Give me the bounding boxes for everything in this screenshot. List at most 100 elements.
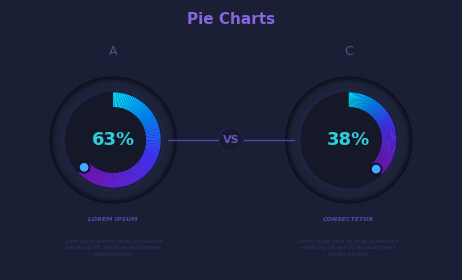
Wedge shape: [361, 96, 368, 110]
Wedge shape: [379, 149, 395, 155]
Circle shape: [316, 108, 381, 172]
Wedge shape: [362, 97, 370, 111]
Wedge shape: [380, 130, 395, 134]
Wedge shape: [380, 146, 396, 149]
Wedge shape: [127, 97, 135, 111]
Wedge shape: [145, 131, 160, 135]
Wedge shape: [381, 143, 396, 146]
Wedge shape: [138, 159, 151, 170]
Wedge shape: [380, 127, 395, 132]
Wedge shape: [133, 103, 144, 116]
Circle shape: [61, 88, 165, 192]
Wedge shape: [87, 167, 97, 181]
Wedge shape: [144, 126, 159, 132]
Wedge shape: [353, 93, 357, 108]
Wedge shape: [377, 116, 391, 125]
Wedge shape: [131, 101, 141, 114]
Wedge shape: [366, 100, 376, 113]
Wedge shape: [84, 165, 95, 179]
Wedge shape: [144, 149, 159, 155]
Wedge shape: [108, 172, 111, 188]
Wedge shape: [143, 120, 158, 128]
Circle shape: [81, 108, 146, 172]
Wedge shape: [142, 119, 157, 127]
Wedge shape: [380, 146, 395, 150]
Wedge shape: [132, 166, 142, 179]
Wedge shape: [381, 135, 396, 137]
Text: CONSECTETUR: CONSECTETUR: [323, 217, 375, 222]
Wedge shape: [381, 141, 396, 143]
Wedge shape: [379, 150, 394, 156]
Wedge shape: [377, 154, 391, 162]
Wedge shape: [119, 171, 123, 187]
Wedge shape: [115, 172, 118, 188]
Wedge shape: [133, 165, 143, 178]
Wedge shape: [146, 139, 161, 141]
Wedge shape: [125, 169, 132, 184]
Wedge shape: [145, 135, 161, 138]
Wedge shape: [368, 102, 378, 115]
Wedge shape: [144, 124, 158, 130]
Wedge shape: [354, 93, 358, 108]
Wedge shape: [130, 99, 140, 113]
Wedge shape: [359, 95, 365, 110]
Wedge shape: [80, 163, 91, 175]
Wedge shape: [380, 131, 396, 135]
Wedge shape: [381, 138, 396, 139]
Wedge shape: [371, 162, 383, 174]
Wedge shape: [376, 113, 389, 123]
Wedge shape: [356, 94, 361, 109]
Circle shape: [80, 164, 88, 171]
Wedge shape: [377, 155, 391, 163]
Wedge shape: [369, 103, 379, 115]
Wedge shape: [99, 171, 105, 186]
Wedge shape: [122, 171, 128, 186]
Wedge shape: [379, 151, 393, 158]
Circle shape: [301, 92, 396, 188]
Wedge shape: [129, 167, 139, 181]
Wedge shape: [114, 172, 116, 188]
Wedge shape: [380, 129, 395, 133]
Wedge shape: [145, 129, 160, 134]
Wedge shape: [362, 96, 369, 111]
Wedge shape: [378, 120, 393, 127]
Wedge shape: [145, 143, 161, 146]
Text: Pie Charts: Pie Charts: [187, 12, 275, 27]
Circle shape: [56, 83, 170, 197]
Wedge shape: [378, 122, 393, 128]
Wedge shape: [145, 133, 160, 137]
Wedge shape: [351, 92, 353, 108]
Wedge shape: [140, 112, 153, 122]
Wedge shape: [367, 101, 377, 114]
Wedge shape: [131, 166, 140, 180]
Circle shape: [371, 164, 382, 175]
Wedge shape: [378, 153, 392, 160]
Wedge shape: [381, 140, 396, 141]
Wedge shape: [146, 137, 161, 139]
Wedge shape: [379, 123, 394, 130]
Wedge shape: [117, 93, 121, 108]
Wedge shape: [374, 159, 388, 169]
Wedge shape: [381, 143, 396, 145]
Wedge shape: [140, 114, 154, 123]
Wedge shape: [112, 172, 114, 188]
Wedge shape: [115, 92, 117, 108]
Wedge shape: [79, 162, 91, 174]
Wedge shape: [144, 128, 159, 133]
Wedge shape: [356, 94, 360, 109]
Wedge shape: [371, 106, 383, 117]
Wedge shape: [350, 92, 351, 108]
Wedge shape: [121, 171, 127, 186]
Wedge shape: [137, 108, 150, 119]
Wedge shape: [141, 117, 156, 126]
Wedge shape: [380, 148, 395, 153]
Wedge shape: [135, 105, 147, 117]
Wedge shape: [143, 151, 158, 159]
Circle shape: [79, 162, 90, 173]
Wedge shape: [378, 152, 393, 159]
Wedge shape: [381, 144, 396, 147]
Wedge shape: [373, 160, 386, 171]
Text: A: A: [109, 45, 117, 58]
Wedge shape: [364, 98, 373, 112]
Circle shape: [66, 92, 161, 188]
